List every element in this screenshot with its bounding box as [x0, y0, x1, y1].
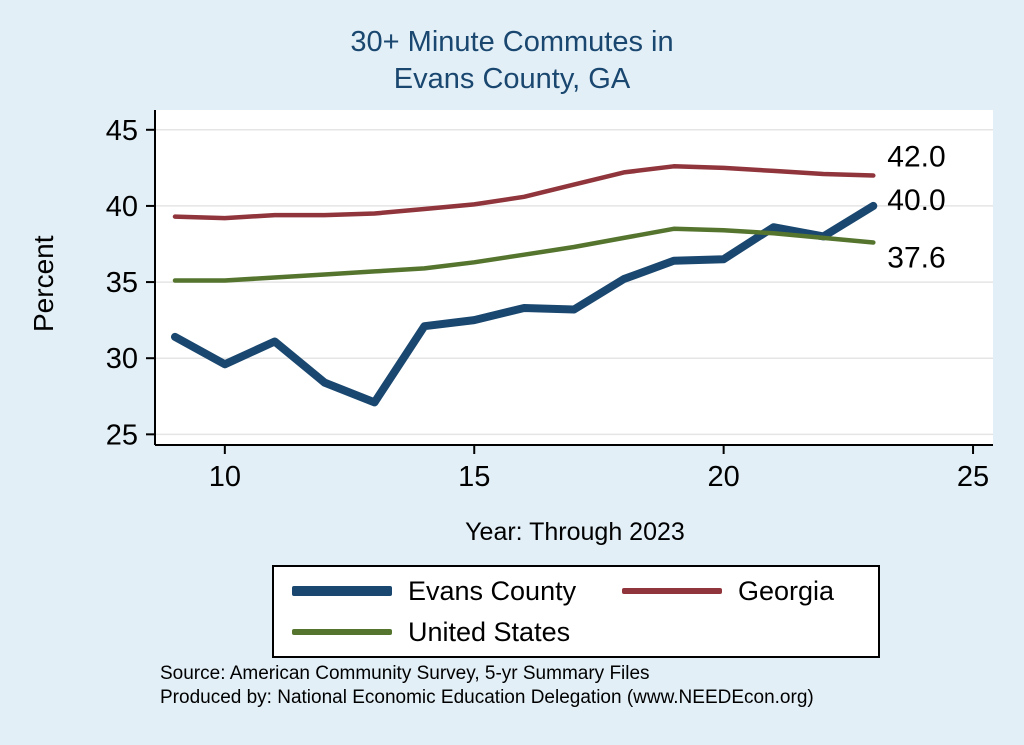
plot-area: 25 30 35 40 45 10 15 20 25 40.0 42.0 37.6 [106, 110, 993, 493]
legend-label-evans-county: Evans County [408, 575, 577, 606]
legend-label-georgia: Georgia [738, 575, 835, 606]
svg-text:40.0: 40.0 [887, 184, 945, 217]
source-line-1: Source: American Community Survey, 5-yr … [160, 663, 650, 684]
source-line-2: Produced by: National Economic Education… [160, 687, 814, 708]
legend-swatch-united-states [292, 629, 392, 635]
svg-text:40: 40 [106, 191, 138, 223]
svg-text:25: 25 [106, 419, 138, 451]
legend-swatch-georgia [622, 588, 722, 594]
legend-label-united-states: United States [408, 616, 571, 647]
legend-swatch-evans-county [292, 586, 392, 596]
svg-text:10: 10 [209, 461, 241, 493]
svg-text:15: 15 [458, 461, 490, 493]
svg-text:42.0: 42.0 [887, 140, 945, 173]
legend-item-evans-county: Evans County [292, 576, 622, 607]
svg-text:30: 30 [106, 343, 138, 375]
legend-item-georgia: Georgia [622, 576, 878, 607]
svg-text:37.6: 37.6 [887, 241, 945, 274]
svg-text:25: 25 [957, 461, 989, 493]
source-note: Source: American Community Survey, 5-yr … [160, 662, 814, 710]
svg-text:35: 35 [106, 267, 138, 299]
svg-text:45: 45 [106, 115, 138, 147]
svg-text:20: 20 [708, 461, 740, 493]
legend-item-united-states: United States [292, 617, 622, 648]
chart-title: 30+ Minute Commutes in Evans County, GA [0, 24, 1024, 98]
chart-title-line2: Evans County, GA [393, 63, 631, 95]
x-axis-label: Year: Through 2023 [465, 518, 685, 546]
legend: Evans County Georgia United States [272, 565, 880, 658]
chart-title-line1: 30+ Minute Commutes in [350, 26, 674, 58]
